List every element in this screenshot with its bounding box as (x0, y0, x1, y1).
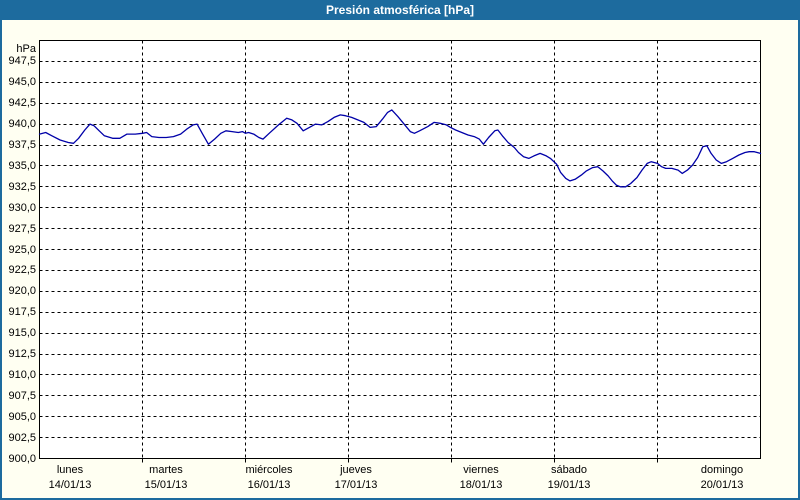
x-axis-day-name: martes (149, 464, 183, 476)
x-axis-day-label-group: jueves 17/01/13 (335, 463, 378, 493)
y-axis-tick-label: 912,5 (8, 348, 36, 360)
x-axis-day-name: viernes (463, 464, 499, 476)
x-axis-day-name: lunes (56, 464, 84, 476)
y-axis-tick-label: 945,0 (8, 76, 36, 89)
y-axis-tick-label: 922,5 (8, 264, 36, 277)
y-axis-tick-label: 902,5 (8, 431, 36, 444)
y-axis-tick-label: 920,0 (8, 285, 36, 298)
x-axis-date-label: 15/01/13 (144, 479, 188, 491)
window-title: Presión atmosférica [hPa] (0, 0, 800, 20)
x-axis-day-name: sábado (550, 464, 588, 476)
x-axis-day-label-group: martes 15/01/13 (145, 463, 188, 493)
y-axis-tick-label: 937,5 (8, 139, 36, 151)
x-axis-date-label: 19/01/13 (547, 479, 591, 491)
x-axis-date-label: 20/01/13 (700, 479, 744, 491)
y-axis-unit-label: hPa (16, 43, 36, 55)
x-axis-day-label-group: sábado 19/01/13 (548, 463, 591, 493)
y-axis-tick-label: 942,5 (8, 97, 36, 110)
x-axis-date-label: 14/01/13 (48, 479, 92, 491)
x-axis-date-label: 18/01/13 (459, 479, 503, 491)
x-axis-day-name: jueves (340, 464, 372, 476)
y-axis-tick-label: 940,0 (8, 118, 36, 131)
pressure-series-line (38, 109, 762, 188)
y-axis-tick-label: 927,5 (8, 222, 36, 235)
y-axis-tick-label: 930,0 (8, 201, 36, 214)
x-axis-day-name: domingo (700, 464, 744, 476)
y-axis-tick-label: 910,0 (8, 368, 36, 381)
y-axis-tick-label: 915,0 (8, 327, 36, 340)
x-axis-day-label-group: domingo 20/01/13 (701, 463, 744, 493)
y-axis-tick-label: 947,5 (8, 55, 36, 68)
y-axis-tick-label: 900,0 (8, 452, 36, 465)
y-axis-tick-label: 925,0 (8, 243, 36, 256)
x-axis-day-label-group: miércoles 16/01/13 (245, 463, 292, 493)
y-axis-tick-label: 907,5 (8, 389, 36, 402)
x-axis-date-label: 17/01/13 (334, 479, 378, 491)
x-axis-day-name: miércoles (245, 464, 293, 476)
x-axis-day-label-group: viernes 18/01/13 (460, 463, 503, 493)
x-axis-day-label-group: lunes 14/01/13 (49, 463, 92, 493)
y-axis-tick-label: 917,5 (8, 306, 36, 319)
y-axis-tick-label: 935,0 (8, 159, 36, 172)
y-axis-tick-label: 905,0 (8, 410, 36, 423)
y-axis-tick-label: 932,5 (8, 180, 36, 193)
x-axis-date-label: 16/01/13 (247, 479, 291, 491)
